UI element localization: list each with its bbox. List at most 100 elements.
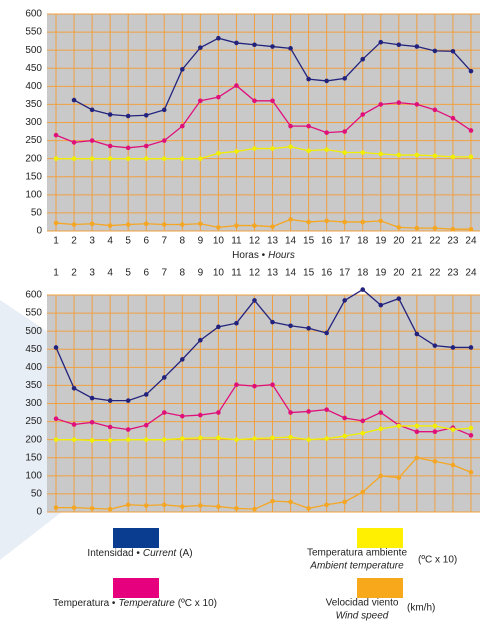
data-point: [107, 156, 113, 161]
data-point: [306, 325, 311, 331]
data-point: [53, 505, 59, 510]
y-tick-label: 250: [25, 135, 42, 146]
x-tick-label: 13: [267, 236, 279, 247]
x-tick-label: 10: [213, 236, 225, 247]
data-point: [143, 437, 149, 442]
data-point: [180, 504, 185, 509]
x-tick-label: 11: [231, 268, 242, 279]
data-point: [180, 67, 185, 72]
data-point: [125, 222, 131, 227]
data-point: [270, 224, 275, 229]
data-point: [89, 138, 95, 143]
data-point: [342, 129, 347, 134]
data-point: [89, 420, 95, 425]
data-point: [450, 154, 456, 160]
y-tick-label: 250: [25, 416, 42, 427]
y-tick-label: 50: [31, 489, 43, 500]
data-point: [342, 298, 347, 303]
series-line: [56, 425, 472, 442]
data-point: [378, 218, 384, 224]
x-tick-label: 19: [375, 268, 387, 279]
legend-unit: (km/h): [407, 603, 435, 614]
data-point: [378, 473, 384, 479]
y-tick-label: 400: [25, 81, 42, 92]
x-tick-label: 9: [198, 268, 204, 279]
x-tick-label: 6: [143, 268, 149, 279]
data-point: [396, 152, 402, 158]
y-tick-label: 500: [25, 326, 42, 337]
x-tick-label: 20: [393, 268, 405, 279]
data-point: [378, 426, 384, 432]
data-point: [468, 425, 474, 431]
legend-swatch: [357, 528, 403, 548]
legend-name-en: Wind speed: [336, 611, 389, 622]
data-point: [378, 302, 384, 308]
series-line: [55, 288, 471, 402]
data-point: [161, 502, 167, 508]
data-point: [107, 506, 113, 512]
data-point: [71, 97, 77, 103]
data-point: [360, 112, 366, 117]
data-point: [414, 423, 420, 429]
data-point: [216, 94, 221, 100]
data-point: [450, 48, 456, 54]
legend-swatch: [357, 578, 403, 598]
data-point: [180, 222, 185, 227]
data-point: [432, 459, 438, 464]
data-point: [180, 436, 185, 441]
x-tick-label: 11: [231, 236, 242, 247]
data-point: [432, 107, 438, 113]
data-point: [396, 100, 402, 105]
data-point: [306, 506, 311, 511]
y-tick-label: 300: [25, 117, 42, 128]
data-point: [396, 225, 402, 230]
data-point: [270, 498, 275, 504]
data-point: [432, 225, 438, 231]
data-point: [342, 499, 347, 505]
data-point: [216, 504, 221, 509]
x-axis-title: Horas • Hours: [232, 250, 295, 261]
data-point: [89, 156, 95, 161]
data-point: [198, 337, 203, 343]
data-point: [378, 410, 384, 415]
data-point: [342, 415, 347, 421]
data-point: [288, 46, 293, 51]
x-tick-label: 3: [89, 268, 95, 279]
y-tick-label: 100: [25, 470, 42, 481]
data-point: [396, 296, 402, 301]
data-point: [396, 475, 402, 480]
data-point: [450, 427, 456, 432]
legend-name: Temperatura •: [53, 598, 116, 609]
y-tick-label: 600: [25, 290, 42, 301]
data-point: [288, 434, 293, 440]
data-point: [252, 436, 257, 441]
data-point: [414, 429, 420, 435]
y-tick-label: 350: [25, 380, 42, 391]
x-tick-label: 23: [447, 268, 459, 279]
y-tick-label: 450: [25, 344, 42, 355]
legend-name-en: Current: [143, 548, 178, 559]
data-point: [234, 149, 239, 154]
y-tick-label: 400: [25, 362, 42, 373]
x-tick-label: 16: [321, 268, 333, 279]
data-point: [53, 132, 59, 138]
x-tick-label: 20: [393, 236, 405, 247]
legend-swatch: [113, 578, 159, 598]
data-point: [216, 35, 221, 41]
legend-name: Velocidad viento: [326, 598, 399, 609]
data-point: [450, 345, 456, 350]
data-point: [53, 416, 59, 421]
data-point: [468, 433, 474, 438]
data-point: [342, 150, 347, 155]
data-point: [414, 102, 420, 107]
data-point: [414, 225, 420, 231]
data-point: [143, 112, 149, 118]
data-point: [468, 68, 474, 74]
x-tick-label: 12: [249, 236, 261, 247]
data-point: [161, 410, 167, 415]
data-point: [71, 505, 77, 510]
data-point: [180, 123, 185, 129]
data-point: [288, 123, 293, 129]
data-point: [288, 323, 293, 329]
data-point: [234, 506, 239, 511]
